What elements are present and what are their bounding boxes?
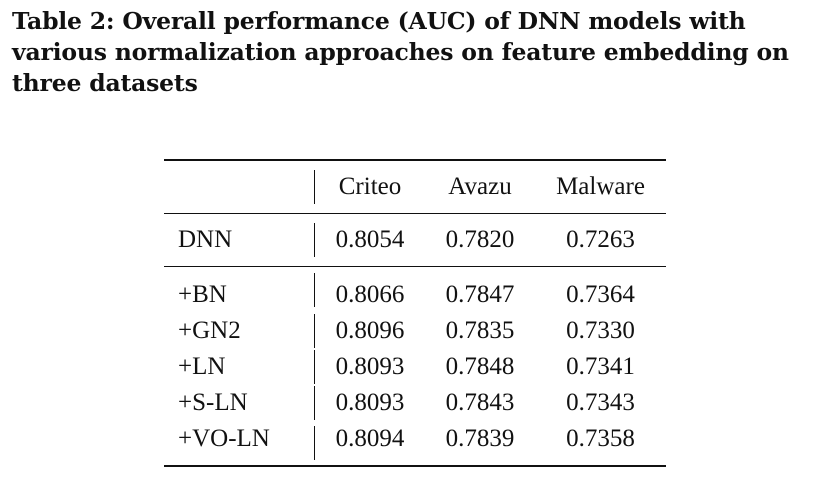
table-row: +LN 0.8093 0.7848 0.7341 xyxy=(164,349,666,385)
baseline-row: DNN 0.8054 0.7820 0.7263 xyxy=(164,213,666,267)
row-label: +GN2 xyxy=(178,317,241,344)
header-row: Criteo Avazu Malware xyxy=(164,160,666,214)
column-separator xyxy=(314,349,315,385)
cell-avazu: 0.7839 xyxy=(445,425,515,452)
cell-criteo: 0.8093 xyxy=(335,353,405,380)
row-label: +S-LN xyxy=(178,389,248,416)
cell-avazu: 0.7843 xyxy=(445,389,515,416)
cell-criteo: 0.8094 xyxy=(335,425,405,452)
column-header-avazu: Avazu xyxy=(448,173,512,200)
column-header-criteo: Criteo xyxy=(338,173,402,200)
cell-malware: 0.7364 xyxy=(566,281,635,308)
row-label: +BN xyxy=(178,281,227,308)
column-separator xyxy=(314,421,315,466)
cell-avazu: 0.7848 xyxy=(445,353,515,380)
table-row: +BN 0.8066 0.7847 0.7364 xyxy=(164,266,666,314)
cell-criteo: 0.8093 xyxy=(335,389,405,416)
column-separator xyxy=(314,267,315,314)
table-row: +VO-LN 0.8094 0.7839 0.7358 xyxy=(164,421,666,466)
table-row: +S-LN 0.8093 0.7843 0.7343 xyxy=(164,385,666,421)
column-separator xyxy=(314,160,315,214)
table-row: +GN2 0.8096 0.7835 0.7330 xyxy=(164,313,666,349)
cell-criteo: 0.8066 xyxy=(335,281,405,308)
cell-malware: 0.7330 xyxy=(566,317,635,344)
table-caption: Table 2: Overall performance (AUC) of DN… xyxy=(12,7,789,97)
header-corner xyxy=(164,160,314,214)
row-label: +VO-LN xyxy=(178,425,270,452)
column-header-malware: Malware xyxy=(556,173,645,200)
column-separator xyxy=(314,385,315,421)
cell-malware: 0.7263 xyxy=(566,226,635,253)
results-table: Criteo Avazu Malware DNN 0.8054 0.7820 0… xyxy=(164,159,666,467)
row-label: +LN xyxy=(178,353,226,380)
cell-avazu: 0.7835 xyxy=(445,317,515,344)
cell-malware: 0.7341 xyxy=(566,353,635,380)
column-separator xyxy=(314,313,315,349)
column-separator xyxy=(314,214,315,267)
cell-avazu: 0.7847 xyxy=(445,281,515,308)
cell-avazu: 0.7820 xyxy=(445,226,515,253)
row-label: DNN xyxy=(178,226,233,253)
cell-malware: 0.7343 xyxy=(566,389,635,416)
cell-criteo: 0.8096 xyxy=(335,317,405,344)
cell-criteo: 0.8054 xyxy=(335,226,405,253)
cell-malware: 0.7358 xyxy=(566,425,635,452)
